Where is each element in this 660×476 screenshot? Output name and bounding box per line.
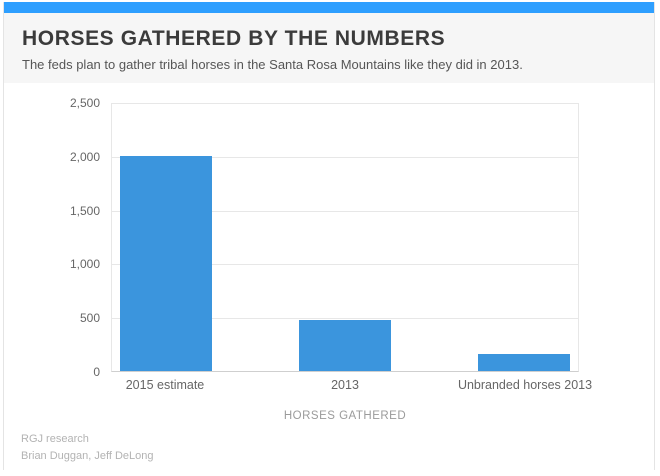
bar-unbranded-horses-2013[interactable] <box>478 354 570 371</box>
credit-authors: Brian Duggan, Jeff DeLong <box>21 450 154 462</box>
plot-area <box>111 103 579 372</box>
accent-top-strip <box>4 2 654 13</box>
y-tick-label: 0 <box>93 365 100 379</box>
y-tick-label: 1,000 <box>69 257 100 272</box>
gridline <box>112 156 578 158</box>
chart-card: HORSES GATHERED BY THE NUMBERS The feds … <box>3 2 655 470</box>
y-tick-label: 2,500 <box>69 96 100 110</box>
x-axis-labels: 2015 estimate 2013 Unbranded horses 2013 <box>111 378 592 396</box>
x-category-label: 2013 <box>331 378 359 392</box>
x-axis-title: HORSES GATHERED <box>283 410 407 422</box>
bar-2013[interactable] <box>299 320 391 371</box>
chart-region: 0 500 1,000 1,500 2,000 2,500 2015 estimate 20… <box>4 83 654 470</box>
y-axis-labels: 0 500 1,000 1,500 2,000 2,500 <box>4 96 100 379</box>
gridline <box>112 264 578 266</box>
y-tick-label: 1,500 <box>69 203 100 218</box>
gridline <box>112 210 578 212</box>
credit-source: RGJ research <box>21 433 89 445</box>
gridline <box>112 318 578 320</box>
x-category-label: Unbranded horses 2013 <box>457 378 593 392</box>
credits: RGJ research Brian Duggan, Jeff DeLong <box>21 431 154 465</box>
bar-2015-estimate[interactable] <box>120 155 212 371</box>
bars-container <box>112 104 578 371</box>
chart-subtitle: The feds plan to gather tribal horses in… <box>22 57 523 73</box>
chart-title: HORSES GATHERED BY THE NUMBERS <box>22 27 446 50</box>
y-tick-label: 500 <box>79 311 100 326</box>
x-category-label: 2015 estimate <box>125 378 205 392</box>
y-tick-label: 2,000 <box>69 149 100 164</box>
chart-header: HORSES GATHERED BY THE NUMBERS The feds … <box>4 13 654 83</box>
